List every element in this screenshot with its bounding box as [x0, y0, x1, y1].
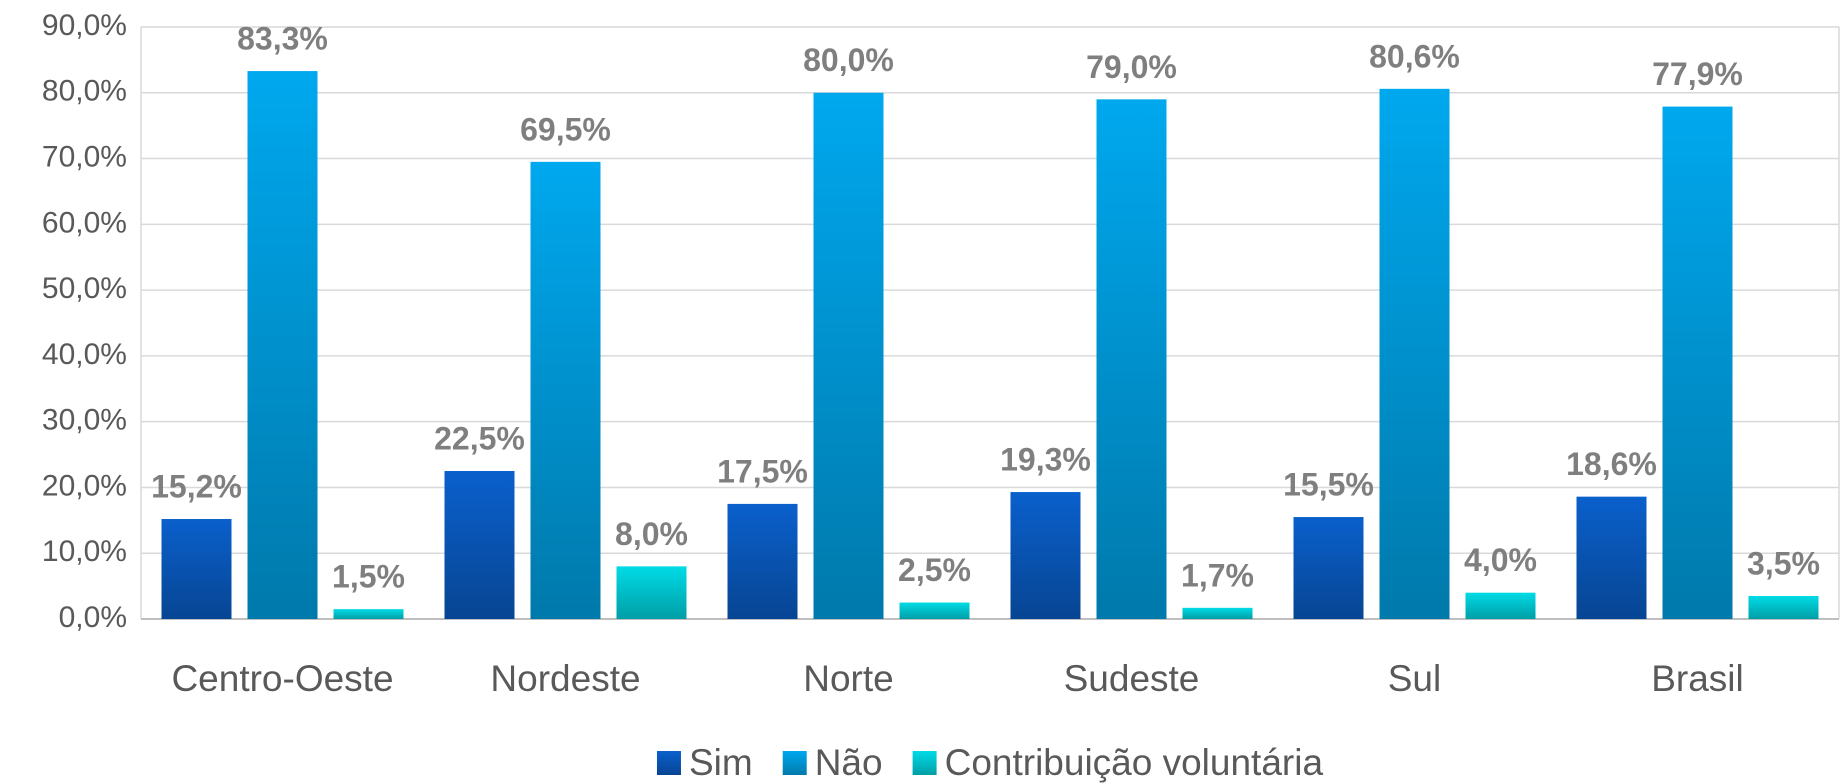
bar — [1576, 496, 1647, 619]
bar — [727, 503, 798, 619]
bar — [616, 566, 687, 619]
value-label: 19,3% — [1000, 442, 1091, 478]
bar — [247, 71, 318, 620]
bar — [1465, 592, 1536, 619]
bar — [444, 471, 515, 619]
legend-swatch — [912, 751, 937, 775]
value-label: 22,5% — [434, 420, 525, 456]
bar — [530, 161, 601, 619]
bar — [1379, 88, 1450, 619]
value-label: 80,6% — [1369, 38, 1460, 74]
legend-label: Sim — [689, 742, 753, 783]
bar — [1096, 99, 1167, 620]
x-tick-label: Brasil — [1651, 658, 1744, 699]
y-tick-label: 40,0% — [42, 338, 127, 371]
bar — [899, 602, 970, 619]
value-label: 80,0% — [803, 42, 894, 78]
value-label: 77,9% — [1652, 56, 1743, 92]
value-label: 1,7% — [1181, 557, 1254, 593]
bar — [1293, 517, 1364, 619]
legend: Sim Não Contribuição voluntária — [656, 742, 1324, 783]
legend-swatch — [782, 751, 807, 775]
value-label: 3,5% — [1747, 545, 1820, 581]
x-tick-label: Norte — [803, 658, 893, 699]
value-label: 69,5% — [520, 111, 611, 147]
y-tick-label: 80,0% — [42, 75, 127, 108]
value-label: 17,5% — [717, 453, 808, 489]
y-tick-label: 90,0% — [42, 9, 127, 42]
value-label: 8,0% — [615, 516, 688, 552]
y-tick-label: 50,0% — [42, 272, 127, 305]
bar — [161, 519, 232, 619]
bar — [1662, 106, 1733, 619]
value-label: 4,0% — [1464, 542, 1537, 578]
bar — [813, 92, 884, 620]
bar — [1010, 492, 1081, 619]
legend-label: Não — [815, 742, 883, 783]
y-tick-label: 0,0% — [59, 601, 127, 634]
x-tick-label: Centro-Oeste — [171, 658, 393, 699]
bar — [1748, 595, 1819, 619]
legend-label: Contribuição voluntária — [945, 742, 1324, 783]
value-label: 83,3% — [237, 21, 328, 57]
bar — [1182, 607, 1253, 619]
bar — [333, 609, 404, 619]
y-tick-label: 70,0% — [42, 140, 127, 173]
y-tick-label: 30,0% — [42, 404, 127, 437]
x-tick-label: Nordeste — [490, 658, 640, 699]
value-label: 15,2% — [151, 468, 242, 504]
value-label: 2,5% — [898, 552, 971, 588]
value-label: 79,0% — [1086, 49, 1177, 85]
value-label: 18,6% — [1566, 446, 1657, 482]
y-tick-label: 60,0% — [42, 206, 127, 239]
x-tick-label: Sul — [1388, 658, 1441, 699]
value-label: 15,5% — [1283, 466, 1374, 502]
x-tick-label: Sudeste — [1064, 658, 1200, 699]
y-tick-label: 20,0% — [42, 469, 127, 502]
y-tick-label: 10,0% — [42, 535, 127, 568]
legend-swatch — [656, 751, 681, 775]
value-label: 1,5% — [332, 559, 405, 595]
